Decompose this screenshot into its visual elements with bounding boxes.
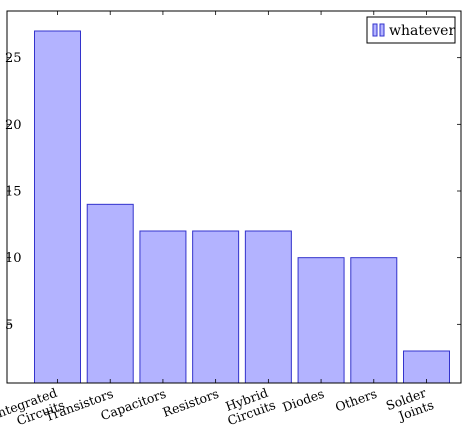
x-tick-label: Resistors (160, 386, 220, 420)
x-tick-label: SolderJoints (384, 384, 436, 426)
bar (139, 230, 187, 384)
y-tick-label: 15 (5, 185, 22, 200)
bar (403, 350, 450, 384)
y-tick-label: 25 (5, 51, 22, 66)
bar (86, 203, 134, 384)
legend-swatch-icon (372, 23, 378, 37)
legend-label: whatever (389, 23, 455, 39)
y-axis-ticks: 5 10 15 20 25 (5, 51, 461, 333)
legend-swatch-icon (379, 23, 385, 37)
bars-group (34, 30, 450, 384)
bar (192, 230, 240, 384)
bar (350, 257, 398, 384)
bar (244, 230, 292, 384)
axis-frame (6, 10, 462, 384)
bar (34, 30, 81, 384)
y-tick-label: 5 (5, 318, 13, 333)
x-tick-label: Diodes (280, 386, 326, 415)
legend: whatever (366, 16, 456, 44)
bar (297, 257, 345, 384)
y-tick-label: 10 (5, 251, 22, 266)
y-tick-label: 20 (5, 118, 22, 133)
x-tick-label: Others (333, 386, 379, 415)
x-tick-label: HybridCircuits (221, 384, 278, 428)
